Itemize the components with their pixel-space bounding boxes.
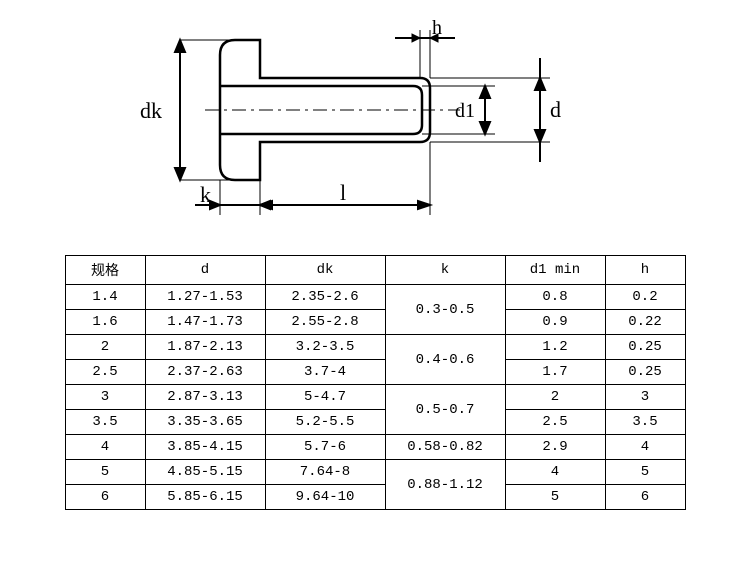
table-cell: 3.5: [65, 410, 145, 435]
table-header-row: 规格ddkkd1 minh: [65, 256, 685, 285]
table-header-cell: d: [145, 256, 265, 285]
table-cell: 3.35-3.65: [145, 410, 265, 435]
table-cell: 0.2: [605, 285, 685, 310]
table-header-cell: 规格: [65, 256, 145, 285]
table-cell: 0.25: [605, 335, 685, 360]
table-cell: 4: [505, 460, 605, 485]
table-cell: 4: [605, 435, 685, 460]
table-cell: 0.25: [605, 360, 685, 385]
table-cell: 0.3-0.5: [385, 285, 505, 335]
table-cell: 2.5: [65, 360, 145, 385]
table-row: 3.53.35-3.655.2-5.52.53.5: [65, 410, 685, 435]
spec-table: 规格ddkkd1 minh1.41.27-1.532.35-2.60.3-0.5…: [65, 255, 686, 510]
label-dk: dk: [140, 98, 162, 123]
table-cell: 0.58-0.82: [385, 435, 505, 460]
table-cell: 5: [65, 460, 145, 485]
table-header-cell: h: [605, 256, 685, 285]
table-cell: 9.64-10: [265, 485, 385, 510]
table-cell: 2.9: [505, 435, 605, 460]
table-cell: 1.7: [505, 360, 605, 385]
table-cell: 0.4-0.6: [385, 335, 505, 385]
table-row: 32.87-3.135-4.70.5-0.723: [65, 385, 685, 410]
table-cell: 1.27-1.53: [145, 285, 265, 310]
table-cell: 5: [505, 485, 605, 510]
label-d1: d1: [455, 100, 475, 122]
table-cell: 3.7-4: [265, 360, 385, 385]
table-row: 21.87-2.133.2-3.50.4-0.61.20.25: [65, 335, 685, 360]
table-cell: 2.5: [505, 410, 605, 435]
table-cell: 1.6: [65, 310, 145, 335]
table-row: 65.85-6.159.64-1056: [65, 485, 685, 510]
table-row: 43.85-4.155.7-60.58-0.822.94: [65, 435, 685, 460]
table-header-cell: k: [385, 256, 505, 285]
table-cell: 4.85-5.15: [145, 460, 265, 485]
table-cell: 2: [65, 335, 145, 360]
table-cell: 4: [65, 435, 145, 460]
table-cell: 0.5-0.7: [385, 385, 505, 435]
table-cell: 0.88-1.12: [385, 460, 505, 510]
table-cell: 5.2-5.5: [265, 410, 385, 435]
table-header-cell: d1 min: [505, 256, 605, 285]
table-row: 1.41.27-1.532.35-2.60.3-0.50.80.2: [65, 285, 685, 310]
table-cell: 1.4: [65, 285, 145, 310]
table-cell: 2.35-2.6: [265, 285, 385, 310]
table-cell: 3.5: [605, 410, 685, 435]
table-cell: 5-4.7: [265, 385, 385, 410]
table-cell: 2.55-2.8: [265, 310, 385, 335]
table-cell: 1.87-2.13: [145, 335, 265, 360]
table-cell: 3: [65, 385, 145, 410]
label-d: d: [550, 97, 561, 122]
label-l: l: [340, 180, 346, 205]
table-cell: 7.64-8: [265, 460, 385, 485]
label-h: h: [432, 20, 442, 39]
table-cell: 3: [605, 385, 685, 410]
table-cell: 3.2-3.5: [265, 335, 385, 360]
rivet-cross-section: dk h d1 d: [120, 20, 580, 220]
table-cell: 5: [605, 460, 685, 485]
technical-diagram: dk h d1 d: [120, 20, 730, 225]
table-cell: 2.87-3.13: [145, 385, 265, 410]
table-cell: 5.7-6: [265, 435, 385, 460]
table-cell: 2.37-2.63: [145, 360, 265, 385]
table-cell: 3.85-4.15: [145, 435, 265, 460]
table-cell: 6: [605, 485, 685, 510]
table-row: 54.85-5.157.64-80.88-1.1245: [65, 460, 685, 485]
table-row: 2.52.37-2.633.7-4 1.70.25: [65, 360, 685, 385]
table-cell: 2: [505, 385, 605, 410]
table-cell: 1.47-1.73: [145, 310, 265, 335]
table-cell: 0.9: [505, 310, 605, 335]
table-cell: 0.8: [505, 285, 605, 310]
table-cell: 5.85-6.15: [145, 485, 265, 510]
label-k: k: [200, 182, 211, 207]
table-header-cell: dk: [265, 256, 385, 285]
table-cell: 1.2: [505, 335, 605, 360]
table-cell: 6: [65, 485, 145, 510]
table-cell: 0.22: [605, 310, 685, 335]
table-row: 1.61.47-1.732.55-2.8 0.90.22: [65, 310, 685, 335]
